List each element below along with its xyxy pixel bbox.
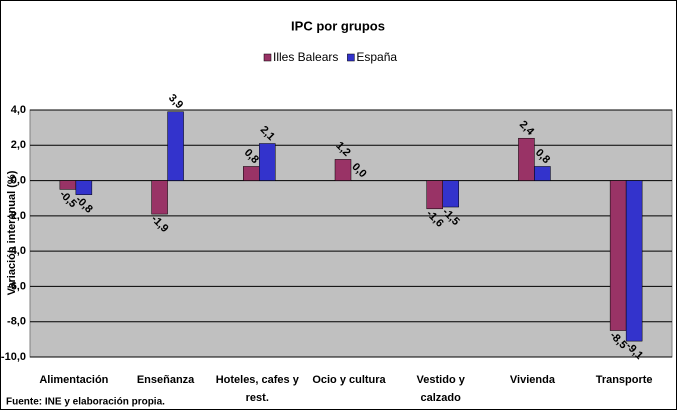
y-tick-label: 2,0 (11, 139, 26, 151)
y-tick-label: -4,0 (7, 245, 26, 257)
x-tick-label: Vestido y calzado (416, 374, 465, 404)
x-tick-label: Vivienda (509, 374, 555, 386)
bar (609, 180, 627, 331)
x-tick-label: Enseñanza (136, 374, 195, 386)
bar (151, 180, 168, 215)
x-tick-label: Transporte (595, 374, 653, 386)
y-tick-label: -6,0 (7, 280, 26, 292)
bar (334, 159, 352, 181)
y-axis-label: Variación interanual (%) (6, 170, 18, 295)
legend-swatch (347, 53, 355, 62)
y-tick-label: -2,0 (7, 210, 26, 222)
bar (167, 111, 184, 181)
bar (534, 166, 551, 181)
y-tick-label: 4,0 (11, 104, 26, 116)
bar (59, 180, 77, 190)
y-tick-label: -8,0 (7, 316, 26, 328)
legend-label: Illes Balears (273, 50, 338, 64)
legend-swatch (263, 53, 272, 62)
plot-area (29, 109, 673, 358)
legend-label: España (356, 50, 397, 64)
bar (426, 180, 443, 210)
bar (625, 180, 643, 342)
bar (75, 180, 93, 195)
source-note: Fuente: INE y elaboración propia. (6, 397, 165, 408)
x-tick-label: Ocio y cultura (312, 374, 386, 386)
bar (243, 166, 260, 181)
x-tick-label: Alimentación (39, 374, 109, 386)
chart-title: IPC por grupos (291, 18, 385, 33)
y-tick-label: -10,0 (1, 351, 26, 363)
x-tick-label: Hoteles, cafes y rest. (215, 374, 299, 404)
bar (442, 180, 459, 208)
bar (518, 137, 535, 181)
bar (259, 143, 276, 181)
y-tick-label: 0,0 (11, 174, 26, 186)
